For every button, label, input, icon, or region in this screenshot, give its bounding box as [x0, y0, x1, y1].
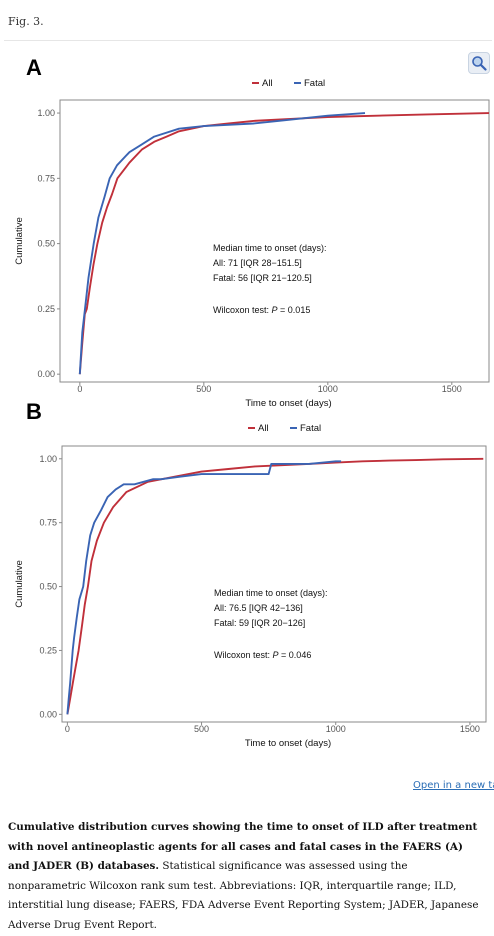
- panel-a-x-axis-title: Time to onset (days): [245, 398, 331, 409]
- panel-b-letter: B: [26, 399, 42, 424]
- figure-caption: Cumulative distribution curves showing t…: [8, 818, 488, 936]
- panel-b-y-tick-label: 0.50: [39, 582, 57, 592]
- panel-a-x-tick-label: 500: [196, 384, 211, 394]
- panel-a-annotation-wilcoxon: Wilcoxon test: P = 0.015: [213, 305, 310, 315]
- panel-b-annotation-wilcoxon: Wilcoxon test: P = 0.046: [214, 650, 311, 660]
- panel-b-y-tick-label: 0.00: [39, 709, 57, 719]
- panel-b-x-tick-label: 0: [65, 724, 70, 734]
- panel-b-x-axis-title: Time to onset (days): [245, 738, 331, 749]
- panel-b-plot-area: [61, 445, 487, 723]
- magnifier-icon[interactable]: [468, 52, 490, 74]
- panel-b-legend-label-fatal: Fatal: [300, 423, 321, 434]
- panel-a-annotation-all: All: 71 [IQR 28−151.5]: [213, 258, 302, 268]
- panel-a-y-tick-label: 0.75: [37, 173, 55, 183]
- panel-b-y-axis-title: Cumulative: [14, 560, 25, 608]
- panel-b-annotation-all: All: 76.5 [IQR 42−136]: [214, 603, 303, 613]
- panel-a-letter: A: [26, 55, 42, 80]
- panel-b-x-tick-label: 1000: [326, 724, 346, 734]
- panel-b-y-tick-label: 0.75: [39, 518, 57, 528]
- panel-b-legend-label-all: All: [258, 423, 269, 434]
- panel-a-x-tick-label: 1000: [318, 384, 338, 394]
- panel-a-x-tick-label: 0: [77, 384, 82, 394]
- panel-b-x-tick-label: 500: [194, 724, 209, 734]
- panel-a-annotation-fatal: Fatal: 56 [IQR 21−120.5]: [213, 273, 312, 283]
- panel-a-y-tick-label: 1.00: [37, 108, 55, 118]
- panel-b-annotation-heading: Median time to onset (days):: [214, 588, 328, 598]
- panel-a-y-axis-title: Cumulative: [14, 217, 25, 265]
- panel-b-y-tick-label: 0.25: [39, 645, 57, 655]
- panel-a-annotation-heading: Median time to onset (days):: [213, 243, 327, 253]
- magnifier-glyph: [472, 56, 487, 71]
- panel-a-y-tick-label: 0.00: [37, 369, 55, 379]
- cumulative-distribution-chart: A 0.00 0.25 0.50 0.75 1.00 0 500 1000 1500 Time to…: [14, 55, 490, 749]
- panel-b-series-line-all: [66, 457, 484, 715]
- panel-a-plot-area: [59, 99, 490, 383]
- panel-a-x-tick-label: 1500: [442, 384, 462, 394]
- panel-a-legend-label-fatal: Fatal: [304, 78, 325, 89]
- panel-b-y-tick-label: 1.00: [39, 454, 57, 464]
- panel-a-series-line-fatal: [78, 112, 366, 375]
- panel-b-series-line-fatal: [66, 460, 342, 715]
- panel-b-x-tick-label: 1500: [460, 724, 480, 734]
- panel-b-annotation-fatal: Fatal: 59 [IQR 20−126]: [214, 618, 305, 628]
- panel-a-y-tick-label: 0.50: [37, 239, 55, 249]
- figure-label: Fig. 3.: [8, 15, 44, 28]
- caption-title: Cumulative distribution curves showing t…: [8, 821, 478, 873]
- panel-a-legend-label-all: All: [262, 78, 273, 89]
- panel-a-y-tick-label: 0.25: [37, 304, 55, 314]
- open-in-new-tab-link[interactable]: Open in a new tab: [413, 780, 494, 791]
